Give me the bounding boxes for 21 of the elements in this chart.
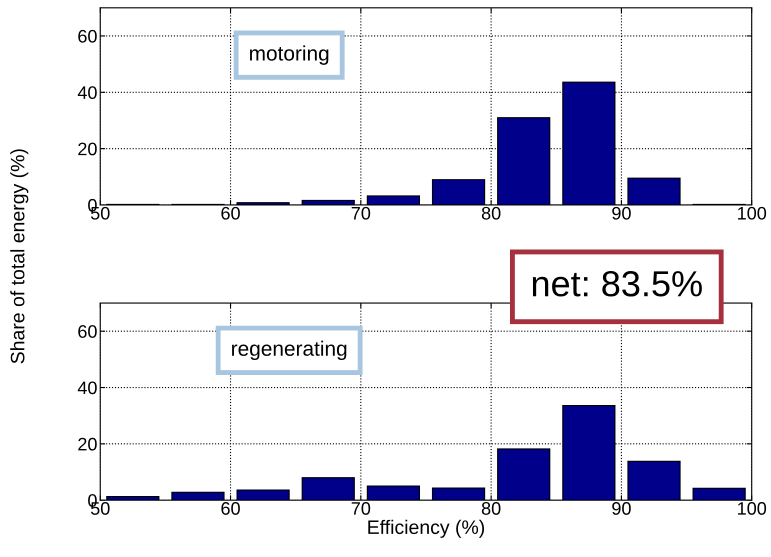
text: net: 83.5% bbox=[532, 270, 702, 297]
y-tick-label: 60 bbox=[78, 30, 97, 43]
x-tick-label: 100 bbox=[738, 206, 766, 220]
y-tick-label: 20 bbox=[78, 438, 97, 451]
y-tick-label: 20 bbox=[78, 142, 97, 156]
x-tick-label: 80 bbox=[482, 206, 500, 220]
y-tick-label: 40 bbox=[78, 86, 97, 100]
x-tick-label: 60 bbox=[221, 502, 240, 515]
y-axis-title: Share of total energy (%) bbox=[10, 149, 28, 364]
y-tick-label: 60 bbox=[78, 325, 97, 338]
x-tick-label: 90 bbox=[612, 206, 631, 220]
x-tick-label: 60 bbox=[221, 206, 240, 220]
annotation: regenerating bbox=[232, 340, 346, 360]
x-tick-label: 100 bbox=[738, 502, 766, 515]
y-tick-label: 40 bbox=[78, 381, 97, 394]
x-tick-label: 90 bbox=[612, 502, 631, 515]
x-tick-label: 70 bbox=[352, 502, 370, 515]
x-tick-label: 80 bbox=[482, 502, 500, 515]
x-axis-title: Efficiency (%) bbox=[368, 520, 484, 538]
x-tick-label: 70 bbox=[352, 206, 370, 220]
annotation: motoring bbox=[250, 45, 328, 65]
